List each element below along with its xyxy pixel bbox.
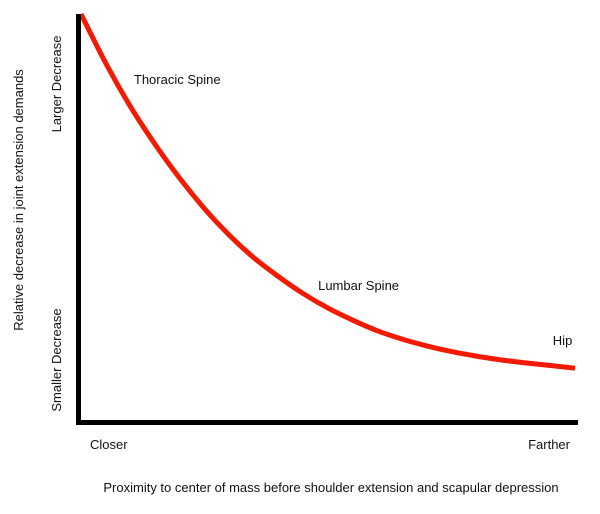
- x-tick-label-low: Closer: [90, 437, 128, 452]
- x-tick-label-high: Farther: [528, 437, 571, 452]
- curve-layer: [78, 12, 576, 371]
- series-line-0: [78, 12, 576, 371]
- annotation-layer: Thoracic Spine Lumbar Spine Hip: [134, 72, 572, 348]
- annotation-label-0: Thoracic Spine: [134, 72, 221, 87]
- annotation-label-2: Hip: [553, 333, 573, 348]
- annotation-label-1: Lumbar Spine: [318, 278, 399, 293]
- y-tick-label-low: Smaller Decrease: [49, 308, 64, 411]
- y-tick-label-high: Larger Decrease: [49, 36, 64, 133]
- x-axis-label: Proximity to center of mass before shoul…: [103, 480, 558, 495]
- y-axis-label: Relative decrease in joint extension dem…: [11, 69, 26, 331]
